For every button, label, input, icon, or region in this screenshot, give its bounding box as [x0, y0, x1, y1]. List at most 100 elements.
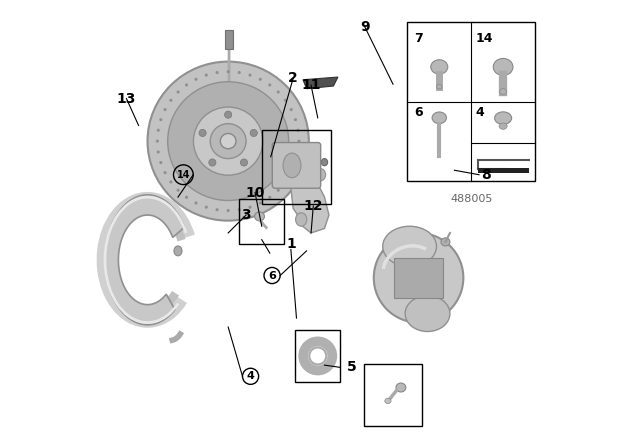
Ellipse shape: [248, 73, 252, 77]
Ellipse shape: [396, 383, 406, 392]
Ellipse shape: [168, 82, 289, 201]
Bar: [407, 22, 535, 181]
Ellipse shape: [164, 108, 166, 111]
Text: 10: 10: [245, 185, 265, 200]
Ellipse shape: [283, 153, 301, 178]
FancyBboxPatch shape: [272, 142, 321, 188]
Ellipse shape: [250, 129, 257, 137]
Bar: [239, 199, 284, 244]
Ellipse shape: [220, 134, 236, 149]
Bar: [262, 130, 332, 204]
Ellipse shape: [216, 71, 219, 74]
Ellipse shape: [227, 209, 230, 212]
Ellipse shape: [248, 206, 252, 209]
Ellipse shape: [500, 89, 507, 95]
Ellipse shape: [185, 196, 188, 199]
Ellipse shape: [298, 140, 301, 142]
Ellipse shape: [225, 111, 232, 118]
Ellipse shape: [296, 151, 300, 154]
Ellipse shape: [185, 83, 188, 86]
Ellipse shape: [284, 181, 287, 184]
Ellipse shape: [432, 112, 447, 124]
Ellipse shape: [259, 202, 262, 205]
Ellipse shape: [296, 129, 300, 132]
Ellipse shape: [205, 73, 208, 77]
Ellipse shape: [284, 99, 287, 102]
Ellipse shape: [195, 202, 198, 205]
Ellipse shape: [174, 246, 182, 256]
Bar: [364, 364, 422, 426]
Bar: [296, 330, 340, 382]
Ellipse shape: [209, 159, 216, 166]
Ellipse shape: [268, 196, 271, 199]
Ellipse shape: [294, 118, 297, 121]
Text: 4: 4: [476, 106, 484, 119]
Ellipse shape: [276, 189, 280, 192]
Text: 14: 14: [177, 170, 190, 180]
Ellipse shape: [237, 208, 241, 211]
Text: 6: 6: [268, 271, 276, 280]
Ellipse shape: [493, 58, 513, 75]
Text: 9: 9: [360, 20, 370, 34]
Polygon shape: [105, 195, 184, 325]
Text: 488005: 488005: [450, 194, 492, 204]
Text: 13: 13: [116, 91, 136, 106]
Ellipse shape: [259, 78, 262, 81]
Ellipse shape: [164, 171, 166, 174]
Ellipse shape: [405, 296, 450, 332]
Ellipse shape: [157, 151, 160, 154]
Ellipse shape: [441, 238, 450, 246]
Ellipse shape: [157, 129, 160, 132]
Ellipse shape: [276, 90, 280, 94]
Ellipse shape: [159, 161, 163, 164]
Text: 1: 1: [286, 237, 296, 251]
Ellipse shape: [156, 140, 159, 142]
Ellipse shape: [436, 84, 442, 89]
Text: 8: 8: [481, 168, 491, 182]
Ellipse shape: [193, 107, 263, 175]
Ellipse shape: [199, 129, 206, 137]
Text: 5: 5: [346, 360, 356, 375]
Ellipse shape: [177, 90, 180, 94]
Ellipse shape: [268, 83, 271, 86]
Text: 12: 12: [303, 199, 323, 213]
Ellipse shape: [216, 208, 219, 211]
Ellipse shape: [321, 159, 328, 166]
Ellipse shape: [227, 70, 230, 73]
Ellipse shape: [159, 118, 163, 121]
Text: 11: 11: [301, 78, 321, 92]
Text: 7: 7: [415, 32, 423, 45]
Ellipse shape: [495, 112, 511, 125]
Text: 3: 3: [241, 208, 251, 222]
Ellipse shape: [255, 212, 264, 221]
Ellipse shape: [431, 60, 448, 74]
Ellipse shape: [148, 61, 309, 221]
Ellipse shape: [170, 99, 172, 102]
Text: 2: 2: [288, 71, 298, 86]
Bar: [477, 168, 529, 173]
Ellipse shape: [290, 108, 292, 111]
Ellipse shape: [195, 78, 198, 81]
Ellipse shape: [290, 171, 292, 174]
Text: 6: 6: [415, 106, 423, 119]
Ellipse shape: [210, 124, 246, 159]
Bar: [394, 258, 443, 298]
Ellipse shape: [314, 168, 326, 181]
Ellipse shape: [205, 206, 208, 209]
Text: 14: 14: [476, 32, 493, 45]
Ellipse shape: [241, 159, 248, 166]
Polygon shape: [303, 77, 338, 89]
Ellipse shape: [177, 189, 180, 192]
Ellipse shape: [374, 233, 463, 323]
Ellipse shape: [385, 398, 391, 404]
Ellipse shape: [296, 213, 307, 226]
Ellipse shape: [294, 161, 297, 164]
Ellipse shape: [309, 348, 326, 365]
Ellipse shape: [499, 123, 507, 129]
Ellipse shape: [383, 226, 436, 267]
Bar: [225, 30, 233, 49]
Polygon shape: [291, 161, 329, 233]
Ellipse shape: [170, 181, 172, 184]
Ellipse shape: [237, 71, 241, 74]
Text: 4: 4: [246, 371, 255, 381]
